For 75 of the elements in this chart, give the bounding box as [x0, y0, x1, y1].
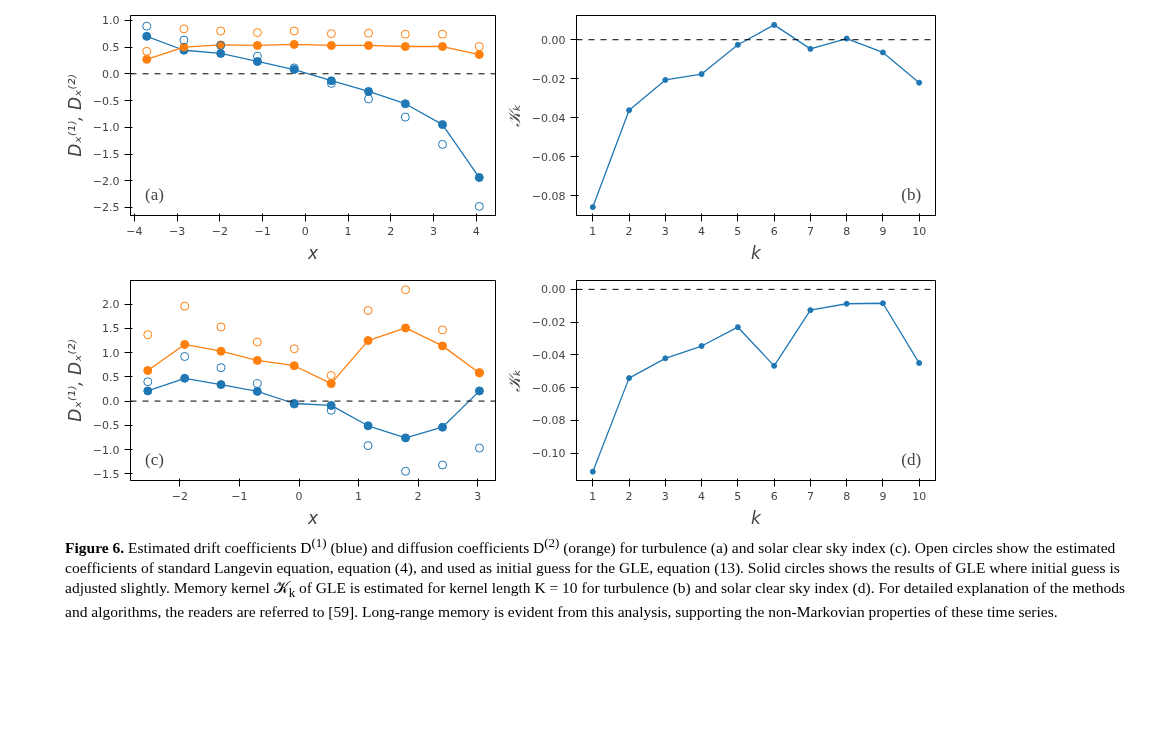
x-tick-label: 2 — [414, 489, 422, 503]
x-tick-label: 1 — [589, 489, 597, 503]
y-tick-label: 2.0 — [102, 298, 120, 312]
x-tick-label: 2 — [625, 489, 633, 503]
x-tick-label: 1 — [355, 489, 363, 503]
y-tick-label: −0.08 — [531, 189, 566, 203]
x-tick-label: −3 — [168, 224, 186, 238]
y-tick-label: 0.00 — [541, 283, 566, 297]
y-tick-label: −0.5 — [92, 94, 120, 108]
x-tick-label: 6 — [770, 224, 778, 238]
y-tick-label: 0.0 — [102, 67, 120, 81]
x-tick-label: 9 — [879, 224, 887, 238]
x-tick-label: 2 — [387, 224, 395, 238]
y-tick-label: −0.02 — [531, 72, 566, 86]
x-tick-label: 7 — [806, 489, 814, 503]
y-axis-title: 𝒦ₖ — [503, 103, 524, 128]
y-tick-label: 0.00 — [541, 33, 566, 47]
y-tick-label: −0.08 — [531, 414, 566, 428]
y-tick-label: −0.5 — [92, 419, 120, 433]
y-tick-label: −0.10 — [531, 447, 566, 461]
x-axis-title: k — [751, 242, 763, 263]
y-tick-label: 0.0 — [102, 395, 120, 409]
x-tick-label: 0 — [301, 224, 309, 238]
x-tick-label: 10 — [912, 489, 927, 503]
x-tick-label: 9 — [879, 489, 887, 503]
x-tick-label: 3 — [474, 489, 482, 503]
x-tick-label: 7 — [806, 224, 814, 238]
x-tick-label: −4 — [126, 224, 143, 238]
x-tick-label: 2 — [625, 224, 633, 238]
y-tick-label: −0.06 — [531, 150, 566, 164]
x-tick-label: 10 — [912, 224, 927, 238]
x-tick-label: 1 — [344, 224, 352, 238]
x-tick-label: 5 — [734, 224, 742, 238]
x-tick-label: 8 — [843, 489, 851, 503]
x-tick-label: 4 — [698, 224, 706, 238]
y-tick-label: 1.0 — [102, 14, 120, 28]
annotation: (d) — [901, 449, 922, 469]
y-tick-label: −1.5 — [92, 467, 120, 481]
x-tick-label: 4 — [472, 224, 480, 238]
y-tick-label: 0.5 — [102, 370, 120, 384]
y-tick-label: −0.04 — [531, 348, 566, 362]
y-tick-label: −2.0 — [92, 174, 120, 188]
y-tick-label: 1.0 — [102, 346, 120, 360]
x-tick-label: 4 — [698, 489, 706, 503]
x-tick-label: 1 — [589, 224, 597, 238]
x-tick-label: 8 — [843, 224, 851, 238]
y-tick-label: 0.5 — [102, 41, 120, 55]
x-tick-label: 5 — [734, 489, 742, 503]
x-axis-title: x — [306, 242, 319, 263]
y-tick-label: 1.5 — [102, 322, 120, 336]
x-tick-label: 3 — [661, 224, 669, 238]
x-tick-label: 3 — [661, 489, 669, 503]
annotation: (b) — [901, 184, 922, 204]
x-tick-label: −2 — [171, 489, 189, 503]
x-axis-title: k — [751, 507, 763, 528]
x-tick-label: 3 — [430, 224, 438, 238]
annotation: (c) — [145, 449, 164, 469]
x-tick-label: 0 — [295, 489, 303, 503]
y-tick-label: −0.04 — [531, 111, 566, 125]
x-tick-label: −1 — [254, 224, 271, 238]
y-tick-label: −0.06 — [531, 381, 566, 395]
x-tick-label: 6 — [770, 489, 778, 503]
y-tick-label: −1.5 — [92, 148, 120, 161]
text: Figure 6. Estimated drift coefficients D$^{(1)}$ (blue) and diffusion coefficients D$^{(2)}$ (orange) for turbulence (a) and solar clear sky index (c). Open circles show the estimated coefficients of standard Langevin equation, equation (4), and used as initial guess for the GLE, equation (13). Solid circles shows the results of GLE where initial guess is adjusted slightly. Memory kernel 𝒦$_{k}$ of GLE is estimated for kernel length K = 10 for turbulence (b) and solar clear sky index (d). For detailed explanation of the methods and algorithms, the readers are referred to [59]. Long-range memory is evident from this analysis, supporting the non-Markovian properties of these time series. — [65, 535, 1126, 621]
x-axis-title: x — [306, 507, 319, 528]
x-tick-label: −2 — [211, 224, 228, 238]
y-tick-label: −1.0 — [92, 443, 120, 457]
y-axis-title: 𝒦ₖ — [503, 368, 524, 393]
y-tick-label: −0.02 — [531, 316, 566, 330]
x-tick-label: −1 — [231, 489, 248, 503]
y-tick-label: −2.5 — [92, 201, 120, 215]
y-axis-title: Dₓ⁽¹⁾, Dₓ⁽²⁾ — [64, 74, 85, 157]
y-tick-label: −1.0 — [92, 121, 120, 135]
y-axis-title: Dₓ⁽¹⁾, Dₓ⁽²⁾ — [64, 339, 85, 422]
annotation: (a) — [145, 184, 164, 204]
